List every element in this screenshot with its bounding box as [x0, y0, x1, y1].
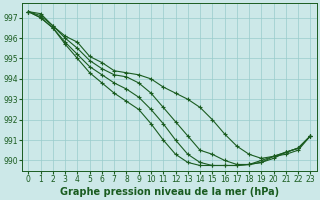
X-axis label: Graphe pression niveau de la mer (hPa): Graphe pression niveau de la mer (hPa): [60, 187, 279, 197]
